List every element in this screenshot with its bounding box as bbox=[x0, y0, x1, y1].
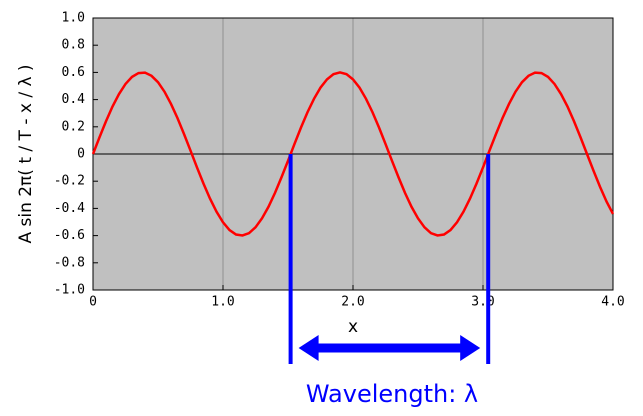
x-tick-label: 2.0 bbox=[341, 295, 364, 310]
x-tick-label: 1.0 bbox=[211, 295, 234, 310]
y-tick-label: -0.6 bbox=[54, 228, 85, 243]
y-tick-label: 0 bbox=[77, 147, 85, 162]
y-axis-label: A sin 2π( t / T - x / λ ) bbox=[16, 64, 36, 243]
y-tick-label: -0.2 bbox=[54, 174, 85, 189]
y-tick-label: 0.4 bbox=[62, 92, 86, 107]
y-tick-label: 0.6 bbox=[62, 65, 85, 80]
y-tick-label: 1.0 bbox=[62, 11, 85, 26]
arrow-head bbox=[298, 335, 319, 361]
y-tick-label: -1.0 bbox=[54, 283, 85, 298]
y-tick-label: 0.2 bbox=[62, 119, 85, 134]
y-tick-label: -0.8 bbox=[54, 255, 85, 270]
x-tick-label: 4.0 bbox=[601, 295, 624, 310]
annotation: Wavelength: λ bbox=[306, 380, 478, 408]
arrow-head bbox=[460, 335, 481, 361]
y-tick-label: 0.8 bbox=[62, 38, 85, 53]
x-tick-label: 0 bbox=[89, 295, 97, 310]
x-tick-label: 3.0 bbox=[471, 295, 494, 310]
data-line bbox=[91, 71, 615, 237]
y-tick-label: -0.4 bbox=[54, 201, 85, 216]
x-axis-label: x bbox=[348, 317, 358, 337]
